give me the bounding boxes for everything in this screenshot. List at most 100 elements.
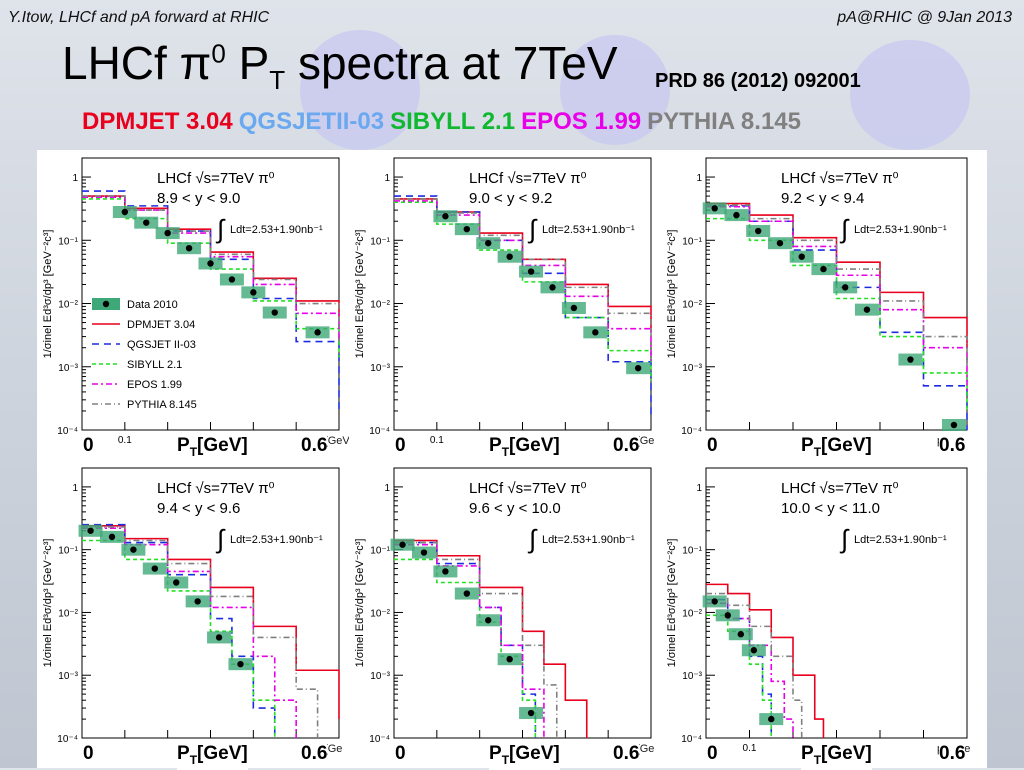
data-point [194,598,201,605]
data-point [228,276,236,283]
chart-panel-1: 10⁻⁴ 10⁻³ 10⁻² 10⁻¹ 1 0.1 pT [GeV] 1/σinel Ed³σ… [37,150,349,462]
paper-reference: PRD 86 (2012) 092001 [655,70,861,92]
data-point [592,329,599,336]
integral-symbol: ∫ [839,214,850,244]
data-point [527,709,535,717]
chart-svg: 10⁻⁴10⁻³10⁻²10⁻¹10.1 pT [GeV]1/σinel Ed³σ… [42,157,349,447]
model-label-pythia: PYTHIA 8.145 [647,108,801,135]
model-label-qgsjetii-03: QGSJETII-03 [238,108,385,135]
y-tick-label: 1 [72,483,78,494]
model-line-epos [394,543,545,738]
data-point [711,598,718,605]
title-text: LHCf [62,37,180,89]
data-point [121,208,129,216]
chart-label-energy: LHCf √s=7TeV π⁰ [157,480,275,497]
y-axis-label: 1/σinel Ed³σ/dp³ [GeV⁻²c³] [354,539,366,668]
y-axis-label: 1/σinel Ed³σ/dp³ [GeV⁻²c³] [666,230,678,359]
x-axis-end-label: 0.6 [613,743,640,764]
data-point [506,655,513,663]
chart-panel-3: 10⁻⁴10⁻³10⁻²10⁻¹1pT1/σinel Ed³σ/dp³ [GeV… [661,150,987,462]
y-tick-label: 10⁻⁴ [681,734,702,745]
background-circle [560,35,670,145]
data-point [420,549,428,556]
integral-symbol: ∫ [527,214,538,244]
data-point [442,568,449,575]
title-text: spectra at 7TeV [285,37,618,89]
y-tick-label: 10⁻³ [682,363,702,374]
x-axis-title: PT[GeV] [801,744,872,770]
data-point [950,421,958,429]
y-axis-label: 1/σinel Ed³σ/dp³ [GeV⁻²c³] [354,230,366,359]
chart-label-rapidity: 9.6 < y < 10.0 [469,500,561,517]
chart-label-luminosity: Ldt=2.53+1.90nb⁻¹ [854,534,947,546]
legend-data-point [102,300,110,308]
model-line-sibyll [394,201,652,381]
model-line-sibyll [706,614,773,738]
y-axis-label: 1/σinel Ed³σ/dp³ [GeV⁻²c³] [42,230,54,359]
title-sup: 0 [211,38,226,69]
model-label-sibyll: SIBYLL 2.1 [390,108,516,135]
chart-panel-4: 10⁻⁴10⁻³10⁻²10⁻¹1pT [Ge1/σinel Ed³σ/dp³ … [37,460,349,770]
data-point [130,546,137,553]
model-line-epos [706,205,968,392]
y-tick-label: 10⁻² [370,608,390,619]
chart-svg: 10⁻⁴10⁻³10⁻²10⁻¹10.1pT [Ge1/σinel Ed³σ/d… [666,467,970,755]
data-point [485,617,492,624]
data-point [750,647,758,654]
y-tick-label: 10⁻¹ [58,546,78,557]
data-point [506,253,513,260]
data-point [87,527,94,534]
chart-svg: 10⁻⁴10⁻³10⁻²10⁻¹1pT [Ge1/σinel Ed³σ/dp³ … [42,467,342,755]
model-label-epos: EPOS 1.99 [521,108,642,135]
data-point [527,268,535,275]
data-point [863,306,871,313]
data-point [271,309,278,316]
model-line-qgsjet [394,541,537,738]
y-tick-label: 10⁻² [58,300,78,311]
y-tick-label: 10⁻³ [58,671,78,682]
data-point [173,579,180,586]
y-tick-label: 10⁻² [370,300,390,311]
y-tick-label: 1 [696,483,702,494]
model-line-pythia [706,204,968,367]
data-point [442,213,449,220]
background-circle [300,30,420,150]
legend-entry: SIBYLL 2.1 [127,359,182,371]
title-pi: π [179,37,212,89]
model-list: DPMJET 3.04 QGSJETII-03 SIBYLL 2.1 EPOS 1.9… [82,108,807,136]
x-axis-end-label: 0.6 [301,743,328,764]
chart-label-energy: LHCf √s=7TeV π⁰ [781,170,899,187]
y-axis-label: 1/σinel Ed³σ/dp³ [GeV⁻²c³] [42,539,54,668]
x-axis-end-label: 0.6 [939,435,966,456]
data-point [399,541,406,548]
chart-panel-2: 10⁻⁴10⁻³10⁻²10⁻¹10.1pT [Ge1/σinel Ed³σ/d… [349,150,661,462]
data-point [463,225,471,233]
data-point [634,364,642,372]
header-author: Y.Itow, LHCf and pA forward at RHIC [8,9,270,26]
y-tick-label: 1 [696,173,702,184]
legend-entry: PYTHIA 8.145 [127,399,197,411]
chart-label-luminosity: Ldt=2.53+1.90nb⁻¹ [230,534,323,546]
data-point [768,715,775,723]
y-tick-label: 10⁻¹ [682,236,702,247]
data-point [907,356,914,363]
chart-svg: 10⁻⁴10⁻³10⁻²10⁻¹1pT [Ge1/σinel Ed³σ/dp³ … [354,467,654,755]
data-point [570,304,578,312]
title-sub: T [269,65,286,96]
y-tick-label: 10⁻¹ [370,236,390,247]
model-line-pythia [394,541,558,738]
y-tick-label: 1 [72,173,78,184]
y-tick-label: 10⁻⁴ [369,734,390,745]
y-tick-label: 10⁻¹ [58,236,78,247]
y-tick-label: 10⁻⁴ [57,426,78,437]
x-axis-end-label: 0.6 [301,435,328,456]
data-point [755,227,762,235]
model-line-sibyll [82,198,340,358]
y-tick-label: 10⁻⁴ [369,426,390,437]
data-point [798,253,805,260]
data-point [237,660,244,668]
chart-label-energy: LHCf √s=7TeV π⁰ [157,170,275,187]
chart-label-rapidity: 9.2 < y < 9.4 [781,190,864,207]
model-line-dpmjet [394,539,588,738]
chart-label-luminosity: Ldt=2.53+1.90nb⁻¹ [230,224,323,236]
